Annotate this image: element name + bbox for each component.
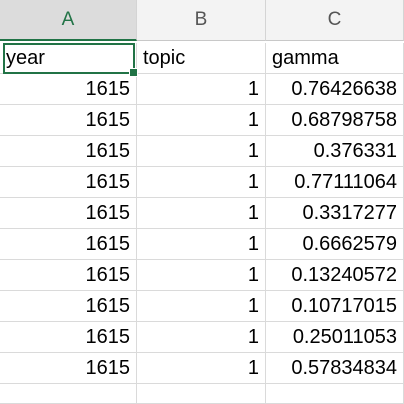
cell-topic[interactable]: 1 xyxy=(137,322,266,353)
cell-gamma[interactable]: 0.77111064 xyxy=(266,167,404,198)
cell-gamma[interactable]: 0.57834834 xyxy=(266,353,404,384)
column-header-row: A B C xyxy=(0,0,404,42)
cell-topic[interactable]: 1 xyxy=(137,74,266,105)
cell-topic[interactable]: 1 xyxy=(137,198,266,229)
cell-a1[interactable]: year xyxy=(0,43,137,74)
table-row: 1615 1 0.57834834 xyxy=(0,353,404,384)
cell-gamma[interactable]: 0.76426638 xyxy=(266,74,404,105)
column-header-b[interactable]: B xyxy=(137,0,266,41)
cell-gamma[interactable]: 0.10717015 xyxy=(266,291,404,322)
column-header-c[interactable]: C xyxy=(266,0,404,41)
table-row: 1615 1 0.77111064 xyxy=(0,167,404,198)
table-row: 1615 1 0.10717015 xyxy=(0,291,404,322)
cell-gamma[interactable]: 0.3317277 xyxy=(266,198,404,229)
cell-year[interactable]: 1615 xyxy=(0,167,137,198)
cell-gamma[interactable]: 0.13240572 xyxy=(266,260,404,291)
cell-topic[interactable]: 1 xyxy=(137,105,266,136)
cell-year[interactable]: 1615 xyxy=(0,229,137,260)
cell-year[interactable]: 1615 xyxy=(0,136,137,167)
cell-topic[interactable]: 1 xyxy=(137,229,266,260)
column-header-a[interactable]: A xyxy=(0,0,137,41)
table-row: 1615 1 0.76426638 xyxy=(0,74,404,105)
table-row-header: year topic gamma xyxy=(0,43,404,74)
cell-gamma[interactable]: 0.376331 xyxy=(266,136,404,167)
cell-topic[interactable]: 1 xyxy=(137,291,266,322)
cell-gamma[interactable]: 0.25011053 xyxy=(266,322,404,353)
cell-c1[interactable]: gamma xyxy=(266,43,404,74)
cell-empty[interactable] xyxy=(266,384,404,404)
table-row: 1615 1 0.13240572 xyxy=(0,260,404,291)
cell-year[interactable]: 1615 xyxy=(0,353,137,384)
cell-year[interactable]: 1615 xyxy=(0,260,137,291)
cell-year[interactable]: 1615 xyxy=(0,74,137,105)
cell-topic[interactable]: 1 xyxy=(137,353,266,384)
cell-empty[interactable] xyxy=(137,384,266,404)
table-row-partial xyxy=(0,384,404,404)
cell-gamma[interactable]: 0.6662579 xyxy=(266,229,404,260)
cell-empty[interactable] xyxy=(0,384,137,404)
table-row: 1615 1 0.25011053 xyxy=(0,322,404,353)
cell-year[interactable]: 1615 xyxy=(0,198,137,229)
cell-year[interactable]: 1615 xyxy=(0,291,137,322)
fill-handle[interactable] xyxy=(129,68,138,77)
cell-topic[interactable]: 1 xyxy=(137,136,266,167)
table-row: 1615 1 0.376331 xyxy=(0,136,404,167)
cell-topic[interactable]: 1 xyxy=(137,260,266,291)
cell-gamma[interactable]: 0.68798758 xyxy=(266,105,404,136)
table-row: 1615 1 0.68798758 xyxy=(0,105,404,136)
cell-b1[interactable]: topic xyxy=(137,43,266,74)
cell-year[interactable]: 1615 xyxy=(0,105,137,136)
cell-year[interactable]: 1615 xyxy=(0,322,137,353)
table-row: 1615 1 0.6662579 xyxy=(0,229,404,260)
cell-topic[interactable]: 1 xyxy=(137,167,266,198)
table-row: 1615 1 0.3317277 xyxy=(0,198,404,229)
